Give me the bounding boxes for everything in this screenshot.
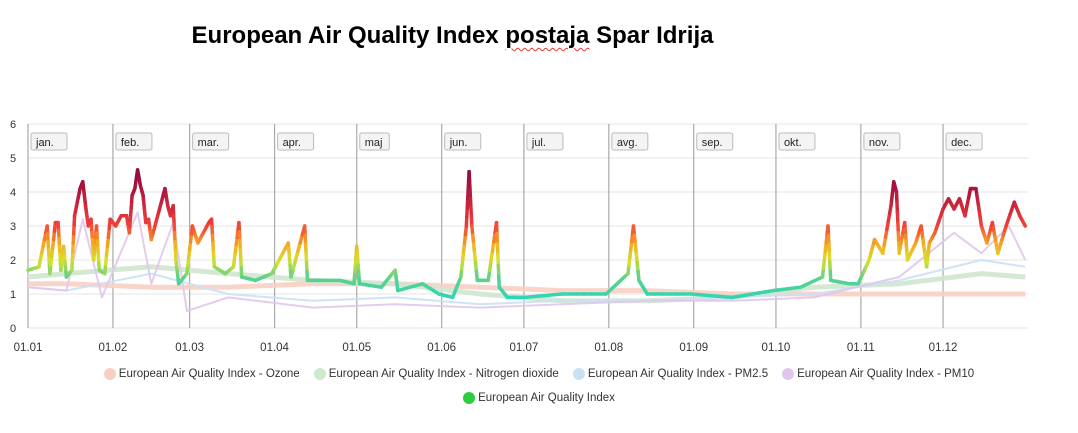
month-label: jun. xyxy=(449,137,468,149)
legend-label: European Air Quality Index - Ozone xyxy=(118,368,300,380)
y-tick-label: 0 xyxy=(10,323,16,335)
legend-item-aqi[interactable]: European Air Quality Index xyxy=(463,392,615,404)
legend-label: European Air Quality Index - PM10 xyxy=(797,368,975,380)
month-label: sep. xyxy=(702,137,723,149)
x-tick-label: 01.02 xyxy=(99,342,128,354)
legend-row-1: European Air Quality Index - Ozone Europ… xyxy=(0,368,1078,380)
aqi-segment xyxy=(1022,222,1028,228)
series-line-pm25 xyxy=(27,259,1026,306)
title-station-word: postaja xyxy=(505,22,590,49)
title-main: European Air Quality Index xyxy=(191,22,499,49)
month-label: jan. xyxy=(35,137,54,149)
month-label: okt. xyxy=(784,137,802,149)
x-tick-label: 01.03 xyxy=(175,342,204,354)
legend-row-2: European Air Quality Index xyxy=(0,392,1078,404)
month-label-box xyxy=(30,132,68,151)
x-tick-label: 01.04 xyxy=(260,342,289,354)
x-tick-label: 01.11 xyxy=(847,342,875,354)
month-label: avg. xyxy=(617,137,638,149)
x-tick-label: 01.10 xyxy=(762,342,791,354)
chart-title: European Air Quality Index postaja Spar … xyxy=(0,22,905,50)
title-station-name: Spar Idrija xyxy=(596,22,714,49)
month-label: feb. xyxy=(121,137,139,149)
month-label-box xyxy=(945,132,983,151)
month-label-box xyxy=(778,132,816,151)
month-label: dec. xyxy=(951,137,972,149)
y-tick-label: 5 xyxy=(10,153,16,165)
legend-label: European Air Quality Index - PM2.5 xyxy=(587,368,769,380)
x-tick-label: 01.08 xyxy=(594,342,623,354)
legend-label: European Air Quality Index - Nitrogen di… xyxy=(328,368,559,380)
x-tick-label: 01.06 xyxy=(427,342,456,354)
x-tick-label: 01.01 xyxy=(14,342,43,354)
y-tick-label: 1 xyxy=(10,289,16,301)
month-label: mar. xyxy=(198,137,219,149)
x-tick-label: 01.07 xyxy=(509,342,538,354)
y-tick-label: 4 xyxy=(10,187,16,199)
month-label: maj xyxy=(365,137,383,149)
series-line-pm10 xyxy=(27,211,1027,312)
month-label-box xyxy=(526,132,564,151)
month-label: apr. xyxy=(283,137,301,149)
x-tick-label: 01.09 xyxy=(679,342,708,354)
legend-label: European Air Quality Index xyxy=(478,392,615,404)
legend-item-pm25[interactable]: European Air Quality Index - PM2.5 xyxy=(572,368,769,380)
series-line-ozone xyxy=(28,281,1026,297)
month-label-box xyxy=(192,132,230,151)
y-tick-label: 6 xyxy=(10,119,16,131)
month-label-box xyxy=(863,132,901,151)
legend-dot xyxy=(103,368,116,380)
x-tick-label: 01.12 xyxy=(929,342,958,354)
y-tick-label: 2 xyxy=(10,255,16,267)
legend-dot xyxy=(572,368,585,380)
legend-dot xyxy=(463,392,476,404)
legend-item-ozone[interactable]: European Air Quality Index - Ozone xyxy=(103,368,300,380)
legend-item-pm10[interactable]: European Air Quality Index - PM10 xyxy=(782,368,974,380)
month-label: jul. xyxy=(531,137,546,149)
month-label-box xyxy=(359,132,390,151)
x-tick-label: 01.05 xyxy=(342,342,371,354)
legend-dot xyxy=(313,368,326,380)
y-tick-label: 3 xyxy=(10,221,16,233)
month-label: nov. xyxy=(869,137,889,149)
month-label-box xyxy=(696,132,734,151)
month-label-box xyxy=(611,132,649,151)
month-label-box xyxy=(115,132,153,151)
month-label-box xyxy=(277,132,315,151)
legend-item-no2[interactable]: European Air Quality Index - Nitrogen di… xyxy=(313,368,559,380)
month-label-box xyxy=(444,132,482,151)
legend-dot xyxy=(782,368,795,380)
